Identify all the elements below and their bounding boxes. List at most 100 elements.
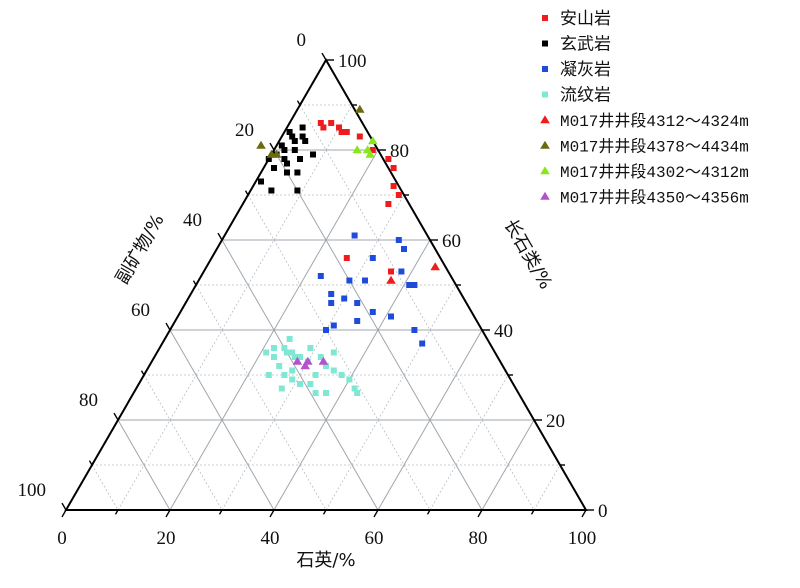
- legend-label-1: 玄武岩: [560, 35, 611, 55]
- data-point-series-0: [343, 255, 350, 261]
- grid-line-accessory-50: [195, 284, 327, 511]
- data-point-series-1: [291, 147, 298, 153]
- data-point-series-1: [265, 156, 272, 162]
- legend-marker-6: [540, 166, 550, 175]
- data-point-series-2: [369, 309, 376, 315]
- data-point-series-5: [271, 149, 282, 158]
- legend-marker-7: [540, 191, 550, 200]
- data-point-series-1: [278, 142, 285, 149]
- data-point-series-1: [284, 160, 290, 167]
- data-point-series-3: [351, 385, 358, 392]
- data-point-series-3: [284, 349, 290, 356]
- data-point-series-0: [385, 156, 392, 162]
- data-point-series-3: [323, 363, 329, 369]
- data-point-series-2: [354, 300, 361, 306]
- data-point-series-1: [284, 169, 290, 176]
- data-point-series-0: [385, 201, 392, 207]
- left-tick-mark: [192, 280, 197, 286]
- data-point-series-2: [362, 277, 368, 284]
- data-point-series-1: [310, 151, 316, 158]
- data-point-series-1: [268, 187, 275, 194]
- data-point-series-3: [312, 372, 319, 378]
- data-point-series-3: [346, 376, 353, 383]
- data-point-series-3: [330, 367, 337, 374]
- data-point-series-3: [263, 349, 270, 356]
- legend-marker-5: [540, 140, 550, 149]
- right-tick-label: 80: [390, 141, 409, 162]
- data-point-series-3: [291, 354, 298, 360]
- left-tick-mark: [113, 412, 119, 421]
- left-tick-label: 60: [131, 300, 150, 321]
- data-point-series-3: [281, 345, 288, 351]
- bottom-tick-mark: [373, 509, 379, 518]
- data-point-series-2: [330, 322, 337, 329]
- data-point-series-4: [386, 275, 396, 284]
- right-axis-title: 长石类/%: [499, 216, 556, 293]
- data-point-series-7: [318, 356, 329, 365]
- grid-line-quartz-80: [481, 419, 535, 511]
- data-point-series-3: [271, 354, 277, 360]
- data-point-series-2: [369, 255, 376, 261]
- data-point-series-0: [338, 129, 345, 135]
- legend-label-7: M017井井段4350～4356m: [560, 189, 749, 208]
- legend-label-0: 安山岩: [560, 9, 611, 29]
- grid-line-quartz-50: [325, 284, 457, 511]
- data-point-series-0: [320, 124, 327, 131]
- data-point-series-5: [355, 104, 365, 113]
- bottom-tick-mark: [322, 509, 327, 515]
- left-tick-mark: [61, 502, 67, 511]
- right-tick-label: 40: [494, 321, 513, 342]
- right-tick-label: 20: [546, 411, 565, 432]
- bottom-tick-label: 0: [57, 528, 67, 549]
- data-point-series-6: [352, 145, 362, 154]
- legend-label-5: M017井井段4378～4434m: [560, 138, 749, 157]
- left-tick-mark: [165, 322, 171, 331]
- data-point-series-2: [411, 327, 418, 333]
- legend-label-6: M017井井段4302～4312m: [560, 163, 749, 182]
- data-point-series-5: [256, 140, 266, 149]
- bottom-tick-mark: [477, 509, 483, 518]
- data-point-series-4: [430, 262, 440, 271]
- data-point-series-0: [356, 133, 363, 140]
- data-point-series-3: [289, 349, 296, 356]
- legend-label-2: 凝灰岩: [560, 60, 611, 80]
- bottom-tick-mark: [426, 509, 431, 515]
- bottom-tick-mark: [165, 509, 171, 518]
- data-point-series-3: [276, 363, 283, 369]
- data-point-series-3: [278, 385, 285, 392]
- data-point-series-2: [395, 237, 402, 243]
- data-point-series-3: [338, 372, 345, 378]
- bottom-tick-mark: [61, 509, 67, 518]
- bottom-tick-label: 100: [568, 528, 597, 549]
- legend-marker-1: [542, 40, 548, 47]
- bottom-tick-label: 40: [261, 528, 280, 549]
- data-point-series-2: [406, 282, 413, 288]
- data-point-series-3: [297, 381, 303, 387]
- legend-marker-4: [540, 115, 550, 124]
- data-point-series-3: [297, 354, 303, 360]
- legend-marker-2: [542, 66, 548, 72]
- data-point-series-0: [395, 192, 402, 198]
- left-tick-mark: [140, 370, 145, 376]
- data-point-series-2: [328, 300, 335, 306]
- bottom-tick-mark: [581, 509, 587, 518]
- data-point-series-2: [341, 295, 348, 302]
- data-point-series-0: [369, 147, 376, 153]
- bottom-tick-mark: [530, 509, 535, 515]
- grid-layer: [91, 104, 561, 511]
- data-point-series-2: [317, 273, 324, 279]
- data-point-series-3: [289, 367, 296, 374]
- data-point-series-2: [328, 291, 335, 297]
- data-points: [256, 104, 440, 396]
- data-point-series-2: [354, 318, 361, 324]
- data-point-series-0: [390, 183, 397, 189]
- left-tick-mark: [88, 460, 93, 466]
- legend-label-3: 流纹岩: [560, 86, 611, 106]
- data-point-series-3: [354, 390, 361, 396]
- left-tick-mark: [269, 142, 275, 151]
- data-point-series-2: [351, 232, 358, 239]
- bottom-tick-label: 80: [469, 528, 488, 549]
- left-tick-label: 0: [297, 30, 307, 51]
- data-point-series-3: [312, 390, 319, 396]
